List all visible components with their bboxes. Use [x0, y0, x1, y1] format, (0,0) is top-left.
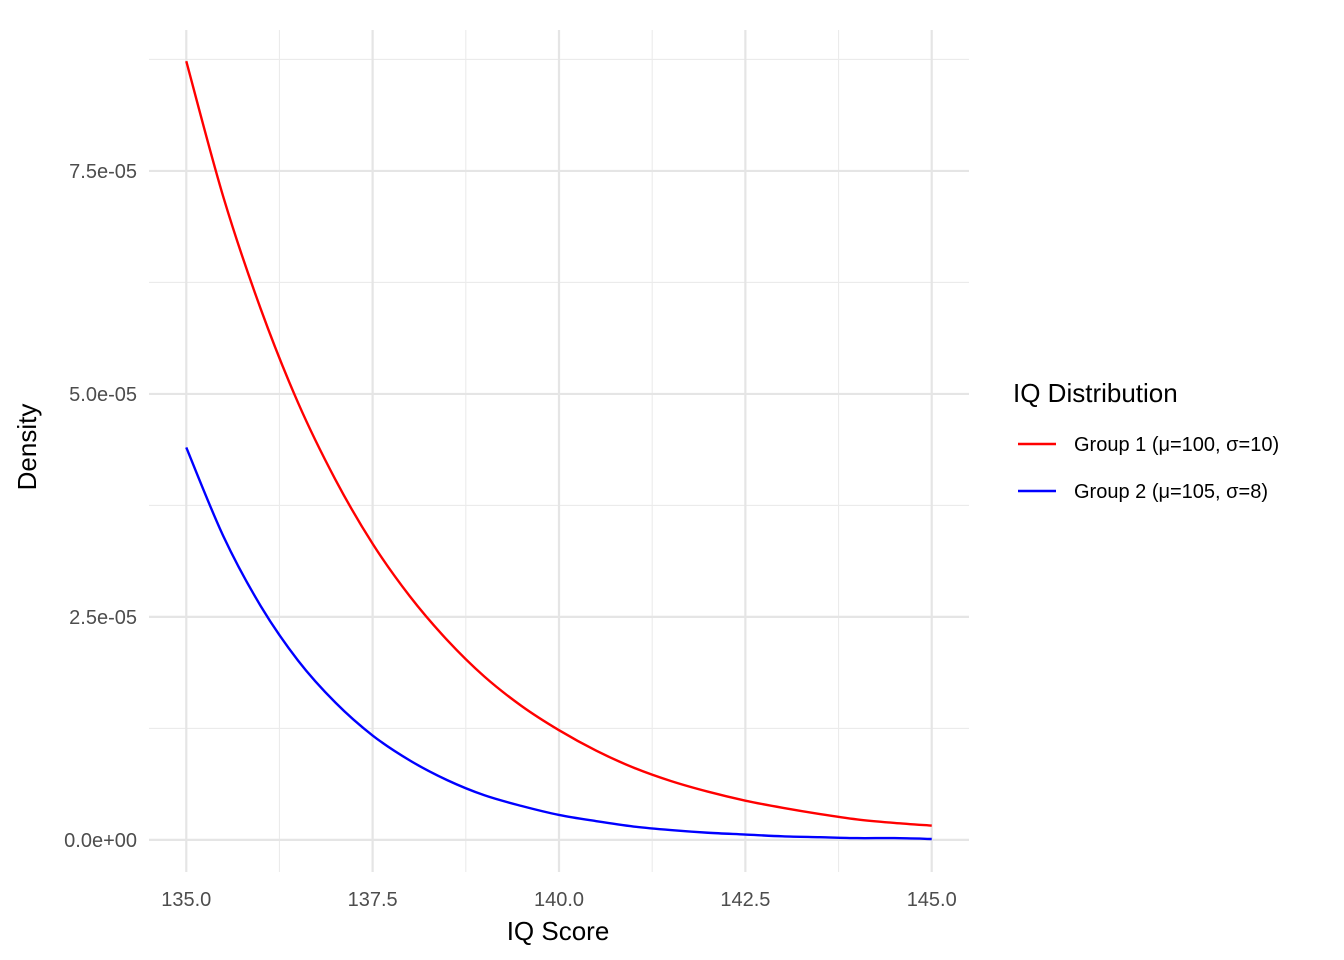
y-axis-title: Density	[12, 404, 42, 491]
x-tick-labels: 135.0 137.5 140.0 142.5 145.0	[161, 889, 957, 911]
x-tick-label: 145.0	[907, 889, 957, 911]
x-tick-label: 137.5	[348, 889, 398, 911]
series-line-2	[185, 446, 932, 841]
legend-label-1: Group 1 (μ=100, σ=10)	[1074, 434, 1279, 456]
y-tick-label: 7.5e-05	[69, 161, 137, 183]
y-tick-labels: 0.0e+00 2.5e-05 5.0e-05 7.5e-05	[64, 161, 137, 852]
x-axis-title: IQ Score	[507, 916, 610, 946]
legend-label-2: Group 2 (μ=105, σ=8)	[1074, 481, 1268, 503]
x-tick-label: 140.0	[534, 889, 584, 911]
series-line-1	[185, 60, 932, 827]
y-tick-label: 0.0e+00	[64, 830, 137, 852]
y-tick-label: 5.0e-05	[69, 384, 137, 406]
grid-major	[149, 30, 969, 872]
legend-items: Group 1 (μ=100, σ=10) Group 2 (μ=105, σ=8…	[1018, 434, 1279, 503]
legend-title: IQ Distribution	[1013, 378, 1178, 408]
x-tick-label: 142.5	[720, 889, 770, 911]
x-tick-label: 135.0	[161, 889, 211, 911]
legend: IQ Distribution Group 1 (μ=100, σ=10)Gro…	[1013, 378, 1279, 503]
series-layer	[185, 60, 932, 841]
y-tick-label: 2.5e-05	[69, 607, 137, 629]
